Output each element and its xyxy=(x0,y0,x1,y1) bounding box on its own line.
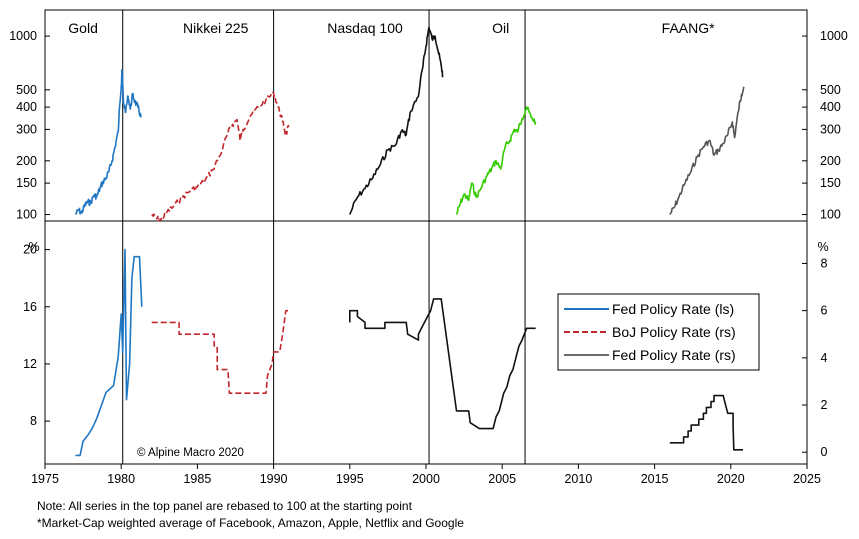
bottom-series-boj-policy-rate-rs- xyxy=(151,309,289,394)
panel-label: Gold xyxy=(68,20,98,36)
bottom-series-fed-policy-rate-rs-segment xyxy=(669,394,743,451)
top-ytick-label-right: 300 xyxy=(820,122,841,136)
top-series-gold xyxy=(74,68,142,215)
top-ytick-label-right: 200 xyxy=(820,154,841,168)
xtick-label: 1980 xyxy=(107,472,135,486)
bottom-right-ytick-label: 0 xyxy=(821,445,828,459)
xtick-label: 2000 xyxy=(412,472,440,486)
credit-text: © Alpine Macro 2020 xyxy=(137,447,244,459)
panel-label: Oil xyxy=(492,20,509,36)
top-ytick-label-right: 150 xyxy=(820,176,841,190)
top-ytick-label-left: 300 xyxy=(16,122,37,136)
top-series-oil xyxy=(455,106,537,215)
xtick-label: 2010 xyxy=(564,472,592,486)
bottom-left-ytick-label: 20 xyxy=(23,243,37,257)
top-ytick-label-right: 500 xyxy=(820,83,841,97)
xtick-label: 1975 xyxy=(31,472,59,486)
top-ytick-label-right: 100 xyxy=(820,208,841,222)
xtick-label: 1990 xyxy=(260,472,288,486)
top-ytick-label-left: 150 xyxy=(16,176,37,190)
note-rebased: Note: All series in the top panel are re… xyxy=(37,499,413,513)
bottom-left-ytick-label: 8 xyxy=(30,414,37,428)
bottom-series-fed-policy-rate-rs-segment xyxy=(349,298,536,430)
xtick-label: 2020 xyxy=(717,472,745,486)
xtick-label: 2005 xyxy=(488,472,516,486)
legend-label-boj-rs: BoJ Policy Rate (rs) xyxy=(612,324,736,340)
bottom-left-ytick-label: 16 xyxy=(23,300,37,314)
top-series-nikkei-225 xyxy=(151,90,290,223)
xtick-label: 1985 xyxy=(183,472,211,486)
top-series-nasdaq-100 xyxy=(349,26,444,215)
legend-label-fed-ls: Fed Policy Rate (ls) xyxy=(612,301,734,317)
bottom-series-fed-policy-rate-ls- xyxy=(75,248,143,457)
xtick-label: 2025 xyxy=(793,472,821,486)
note-faang-definition: *Market-Cap weighted average of Facebook… xyxy=(37,516,464,530)
panel-label: FAANG* xyxy=(662,20,715,36)
top-ytick-label-right: 400 xyxy=(820,100,841,114)
panel-label: Nasdaq 100 xyxy=(327,20,403,36)
top-series-faang xyxy=(669,86,745,215)
bottom-right-ytick-label: 6 xyxy=(821,304,828,318)
legend: Fed Policy Rate (ls) BoJ Policy Rate (rs… xyxy=(557,293,760,371)
top-ytick-label-left: 500 xyxy=(16,83,37,97)
bottom-left-axis-unit: % xyxy=(28,240,39,254)
bottom-right-ytick-label: 8 xyxy=(821,256,828,270)
bottom-right-axis-unit: % xyxy=(817,240,828,254)
bottom-left-ytick-label: 12 xyxy=(23,357,37,371)
top-ytick-label-left: 400 xyxy=(16,100,37,114)
top-ytick-label-left: 1000 xyxy=(9,29,37,43)
top-ytick-label-right: 1000 xyxy=(820,29,848,43)
legend-label-fed-rs: Fed Policy Rate (rs) xyxy=(612,347,736,363)
top-ytick-label-left: 100 xyxy=(16,208,37,222)
panel-label: Nikkei 225 xyxy=(183,20,249,36)
bottom-right-ytick-label: 4 xyxy=(821,351,828,365)
xtick-label: 2015 xyxy=(641,472,669,486)
bottom-right-ytick-label: 2 xyxy=(821,398,828,412)
top-ytick-label-left: 200 xyxy=(16,154,37,168)
xtick-label: 1995 xyxy=(336,472,364,486)
